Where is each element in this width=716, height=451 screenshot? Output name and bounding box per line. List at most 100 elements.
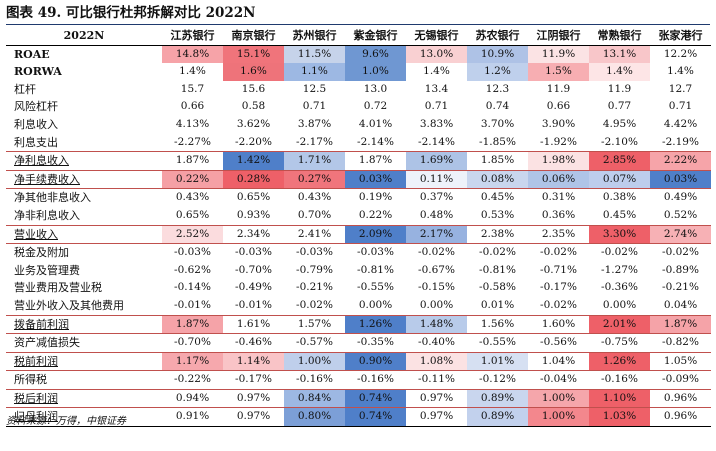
figure-title: 图表 49. 可比银行杜邦拆解对比 2022N [6,5,256,21]
value-cell: -2.10% [601,135,638,148]
value-cell: 2.41% [284,224,345,245]
table-row: 归母利润 0.91% 0.97% 0.80% 0.74% 0.97% 0.89% 1.00% 1… [6,407,711,428]
value-cell: 1.56% [467,314,528,335]
table-row: RORWA 1.4% 1.6% 1.1% 1.0% 1.4% 1.2% 1.5% 1.4% 1.4… [6,63,711,81]
value-cell: 1.85% [467,151,528,171]
value-cell: 0.70% [297,208,332,221]
value-cell: -2.17% [296,135,333,148]
value-cell: 0.66 [546,100,571,113]
value-cell: -0.70% [235,263,272,276]
value-cell: 0.74% [345,407,406,428]
value-cell: -0.81% [357,263,394,276]
row-label-text: 拨备前利润 [14,317,69,331]
value-cell: 0.00% [358,298,393,311]
value-cell: 1.4% [162,63,223,81]
value-cell: -2.14% [418,135,455,148]
value-cell: 1.1% [284,63,345,81]
row-label: 杠杆 [6,81,162,99]
value-cell: -0.03% [357,246,394,259]
value-cell: 15.6 [241,82,266,95]
value-cell: 0.94% [162,388,223,409]
table-row: 税金及附加 -0.03% -0.03% -0.03% -0.03% -0.02% -0.02… [6,244,711,262]
value-cell: -0.17% [235,373,272,386]
row-label: 所得税 [6,371,162,390]
row-label: 利息支出 [6,134,162,152]
value-cell: 13.1% [589,45,650,64]
value-cell: -0.02% [540,298,577,311]
value-cell: 0.71 [668,100,693,113]
value-cell: 0.97% [406,388,467,409]
value-cell: -0.57% [296,336,333,349]
value-cell: -0.22% [174,373,211,386]
title-rule [6,24,710,25]
value-cell: 0.45% [480,191,515,204]
value-cell: 1.10% [589,388,650,409]
value-cell: -0.11% [418,373,455,386]
value-cell: -0.01% [235,298,272,311]
value-cell: -0.03% [174,246,211,259]
value-cell: 0.49% [663,191,698,204]
value-cell: 1.04% [528,351,589,372]
value-cell: -0.75% [601,336,638,349]
value-cell: 2.17% [406,224,467,245]
table-row: 净其他非息收入 0.43% 0.65% 0.43% 0.19% 0.37% 0.45% 0.3… [6,189,711,207]
value-cell: 1.4% [589,63,650,81]
value-cell: 0.97% [223,407,284,428]
row-label-text: 利息收入 [14,117,58,131]
row-label-text: 杠杆 [14,82,36,96]
value-cell: -0.02% [540,246,577,259]
row-label-text: 所得税 [14,373,47,387]
value-cell: 12.3 [485,82,510,95]
value-cell: 4.42% [663,117,698,130]
bank-header: 南京银行 [223,27,284,46]
row-label-text: RORWA [14,65,62,79]
value-cell: 0.65% [236,191,271,204]
value-cell: 0.04% [663,298,698,311]
value-cell: 1.60% [528,314,589,335]
value-cell: -0.46% [235,336,272,349]
table-row: 营业收入 2.52% 2.34% 2.41% 2.09% 2.17% 2.38% 2.35% 3… [6,224,711,245]
table-row: 风险杠杆 0.66 0.58 0.71 0.72 0.71 0.74 0.66 0.77 0.71 [6,98,711,116]
value-cell: 0.03% [650,169,711,190]
value-cell: 3.83% [419,117,454,130]
source-note: 资料来源：万得，中银证券 [6,416,126,427]
row-label-text: 净手续费收入 [14,172,80,186]
value-cell: 0.96% [650,407,711,428]
value-cell: 0.80% [284,407,345,428]
value-cell: 0.84% [284,388,345,409]
value-cell: 1.4% [406,63,467,81]
value-cell: 0.52% [663,208,698,221]
value-cell: 0.22% [358,208,393,221]
row-label-text: 净其他非息收入 [14,191,91,205]
bank-header: 苏州银行 [284,27,345,46]
value-cell: 0.28% [223,169,284,190]
row-label: 净其他非息收入 [6,189,162,207]
value-cell: -0.58% [479,281,516,294]
value-cell: 0.74% [345,388,406,409]
value-cell: 0.93% [236,208,271,221]
row-label-text: 业务及管理费 [14,263,80,277]
row-label: ROAE [6,45,162,63]
row-label-text: 资产减值损失 [14,336,80,350]
row-label-text: 净利息收入 [14,154,69,168]
value-cell: -0.15% [418,281,455,294]
row-label-text: 税金及附加 [14,246,69,260]
value-cell: -0.01% [174,298,211,311]
row-label: 拨备前利润 [6,314,162,335]
value-cell: 1.00% [528,407,589,428]
value-cell: 11.5% [284,45,345,64]
value-cell: 1.08% [406,351,467,372]
value-cell: 0.00% [602,298,637,311]
value-cell: 0.22% [162,169,223,190]
value-cell: 0.66 [180,100,205,113]
value-cell: 1.6% [223,63,284,81]
value-cell: 1.61% [223,314,284,335]
table-row: 税后利润 0.94% 0.97% 0.84% 0.74% 0.97% 0.89% 1.00% 1… [6,388,711,409]
value-cell: -0.02% [418,246,455,259]
value-cell: 0.38% [602,191,637,204]
value-cell: -0.67% [418,263,455,276]
value-cell: 1.03% [589,407,650,428]
bank-header: 无锡银行 [406,27,467,46]
value-cell: 0.71 [302,100,327,113]
value-cell: 0.97% [406,407,467,428]
